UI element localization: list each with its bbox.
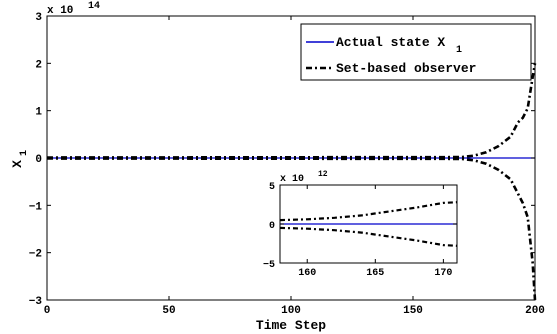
main-x-tick-label: 0 (44, 305, 51, 317)
main-x-tick-label: 100 (281, 305, 301, 317)
main-y-tick-label: 1 (35, 107, 42, 119)
main-x-tick-label: 150 (403, 305, 423, 317)
inset-series-line-2 (279, 226, 458, 247)
y-axis-label-subscript: 1 (19, 150, 30, 156)
inset-series-group (279, 201, 458, 247)
inset-chart: 160 165 170 −5 0 5 x 10 12 (263, 170, 458, 279)
inset-x-tick-label: 165 (366, 268, 384, 279)
y-axis-label: X (10, 160, 25, 168)
inset-y-tick-label: 0 (269, 221, 275, 232)
inset-y-multiplier-base: x 10 (280, 174, 304, 185)
main-series-line-1 (46, 63, 537, 159)
main-series-line-2 (46, 157, 537, 301)
y-multiplier-exponent: 14 (88, 1, 100, 12)
legend-box (300, 23, 532, 81)
inset-y-tick-label: −5 (263, 260, 275, 271)
legend: Actual state X 1 Set-based observer (300, 23, 532, 81)
inset-x-tick-label: 160 (298, 268, 316, 279)
main-y-tick-label: 2 (35, 59, 42, 71)
y-multiplier-base: x 10 (47, 5, 73, 17)
inset-axis-ticks: 160 165 170 −5 0 5 (263, 182, 457, 279)
main-x-tick-label: 50 (162, 305, 175, 317)
main-y-tick-label: −1 (29, 201, 43, 213)
main-y-tick-label: 0 (35, 154, 42, 166)
inset-y-multiplier-exponent: 12 (318, 170, 328, 179)
inset-y-tick-label: 5 (269, 182, 275, 193)
inset-x-tick-label: 170 (434, 268, 452, 279)
x-axis-label: Time Step (256, 318, 326, 333)
main-y-tick-label: −2 (29, 249, 42, 261)
legend-label-actual-state: Actual state X (336, 35, 445, 50)
legend-label-set-based-observer: Set-based observer (336, 61, 476, 76)
y-axis-label-group: X 1 (10, 150, 30, 168)
legend-label-actual-state-subscript: 1 (456, 45, 462, 56)
inset-series-line-1 (279, 201, 458, 222)
main-y-tick-label: −3 (29, 296, 43, 308)
main-series-group (46, 63, 537, 301)
main-y-tick-label: 3 (35, 12, 42, 24)
main-x-tick-label: 200 (525, 305, 545, 317)
